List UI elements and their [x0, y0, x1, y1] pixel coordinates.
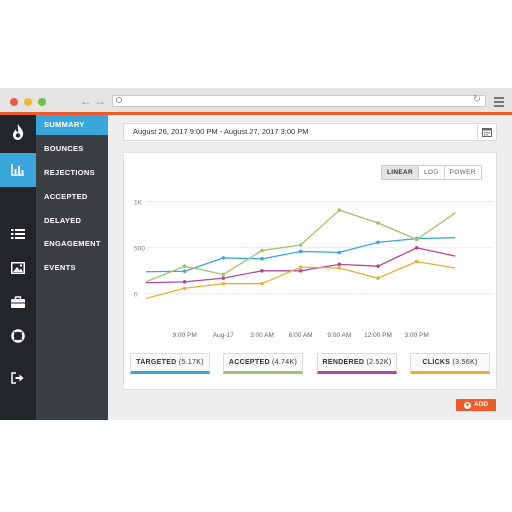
data-point-targeted: [337, 250, 342, 255]
flame-logo-icon[interactable]: [0, 115, 36, 149]
url-bar[interactable]: ↻: [112, 94, 486, 107]
data-point-accepted: [414, 237, 419, 242]
data-point-clicks: [337, 266, 342, 270]
data-point-clicks: [376, 276, 380, 280]
image-icon[interactable]: [0, 251, 36, 285]
data-point-rendered: [260, 269, 264, 273]
data-point-rendered: [376, 264, 380, 268]
hamburger-menu-icon[interactable]: [494, 97, 504, 109]
data-point-clicks: [298, 265, 303, 269]
scale-toggle: LINEAR LOG POWER: [381, 165, 482, 180]
legend-value: (4.74K): [272, 359, 298, 366]
browser-titlebar: ← → ↻: [0, 88, 512, 115]
data-point-targeted: [376, 240, 380, 245]
plus-icon: +: [463, 402, 471, 409]
scale-power-button[interactable]: POWER: [443, 166, 481, 179]
legend-value: (3.56K): [452, 359, 478, 366]
data-point-accepted: [298, 243, 303, 247]
data-point-rendered: [337, 262, 342, 267]
x-tick-label: Aug-17: [213, 332, 234, 339]
date-range-text: August 26, 2017 9:00 PM - August 27, 201…: [133, 127, 309, 136]
logout-icon[interactable]: [0, 361, 36, 395]
data-point-clicks: [414, 259, 419, 264]
data-point-accepted: [221, 272, 226, 277]
data-point-accepted: [260, 248, 264, 253]
lifebuoy-icon[interactable]: [0, 319, 36, 353]
y-tick-label: 500: [134, 245, 145, 252]
data-point-targeted: [221, 256, 226, 260]
add-button[interactable]: + ADD: [456, 399, 496, 411]
nav-item-accepted[interactable]: ACCEPTED: [44, 192, 88, 201]
list-icon[interactable]: [0, 217, 36, 251]
scale-linear-button[interactable]: LINEAR: [382, 166, 418, 179]
briefcase-icon[interactable]: [0, 285, 36, 319]
legend-value: (2.52K): [366, 359, 392, 366]
calendar-icon[interactable]: [477, 124, 496, 140]
legend-label: RENDERED: [322, 359, 365, 366]
app-window: ← → ↻ SUMMARY B: [0, 88, 512, 420]
search-icon: [116, 97, 122, 103]
x-tick-label: 6:00 AM: [289, 332, 313, 339]
data-point-targeted: [182, 269, 187, 274]
icon-sidebar: [0, 115, 36, 420]
y-tick-label: 0: [134, 291, 138, 298]
line-chart: 1K 500 0 9:00 PM Aug-17 3:00 AM 6:00 AM 9:00 AM…: [134, 199, 494, 339]
data-point-rendered: [221, 276, 226, 280]
data-point-accepted: [376, 221, 380, 225]
data-point-rendered: [414, 246, 419, 250]
legend-clicks[interactable]: CLICKS (3.56K): [410, 353, 490, 374]
data-point-clicks: [221, 281, 226, 286]
data-point-targeted: [260, 257, 264, 261]
reload-icon[interactable]: ↻: [472, 94, 481, 105]
minimize-window-button[interactable]: [24, 98, 32, 106]
x-tick-label: 3:00 AM: [250, 332, 274, 339]
chart-card: LINEAR LOG POWER 1K 500 0 9:00 PM Aug-17 3:00…: [123, 152, 497, 390]
main-content: August 26, 2017 9:00 PM - August 27, 201…: [108, 115, 512, 420]
data-point-accepted: [337, 208, 342, 212]
maximize-window-button[interactable]: [38, 98, 46, 106]
data-point-accepted: [182, 264, 187, 268]
legend-value: (5.17K): [178, 359, 204, 366]
add-button-label: ADD: [473, 401, 489, 408]
x-tick-label: 3:00 PM: [405, 332, 429, 339]
back-arrow-icon[interactable]: ←: [80, 94, 92, 108]
legend-rendered[interactable]: RENDERED (2.52K): [317, 353, 397, 374]
close-window-button[interactable]: [10, 98, 18, 106]
nav-item-engagement[interactable]: ENGAGEMENT: [44, 239, 101, 248]
legend-accepted[interactable]: ACCEPTED (4.74K): [223, 353, 303, 374]
x-tick-label: 12:00 PM: [364, 332, 392, 339]
y-tick-label: 1K: [134, 199, 143, 206]
legend-label: TARGETED: [136, 359, 177, 366]
data-point-clicks: [182, 286, 187, 291]
data-point-targeted: [298, 249, 303, 254]
nav-item-rejections[interactable]: REJECTIONS: [44, 168, 95, 177]
scale-log-button[interactable]: LOG: [418, 166, 444, 179]
nav-item-bounces[interactable]: BOUNCES: [44, 144, 84, 153]
data-point-rendered: [182, 280, 187, 284]
data-point-clicks: [260, 281, 264, 286]
legend-label: ACCEPTED: [228, 359, 270, 366]
x-tick-label: 9:00 AM: [327, 332, 351, 339]
nav-item-events[interactable]: EVENTS: [44, 263, 76, 272]
section-nav: SUMMARY BOUNCES REJECTIONS ACCEPTED DELA…: [36, 115, 108, 420]
legend-targeted[interactable]: TARGETED (5.17K): [130, 353, 210, 374]
x-tick-label: 9:00 PM: [173, 332, 197, 339]
bar-chart-icon[interactable]: [0, 153, 36, 187]
forward-arrow-icon[interactable]: →: [94, 94, 106, 108]
data-point-rendered: [298, 269, 303, 273]
date-range-picker[interactable]: August 26, 2017 9:00 PM - August 27, 201…: [123, 123, 497, 141]
legend-label: CLICKS: [422, 359, 451, 366]
nav-item-summary[interactable]: SUMMARY: [36, 115, 108, 135]
nav-item-delayed[interactable]: DELAYED: [44, 216, 82, 225]
